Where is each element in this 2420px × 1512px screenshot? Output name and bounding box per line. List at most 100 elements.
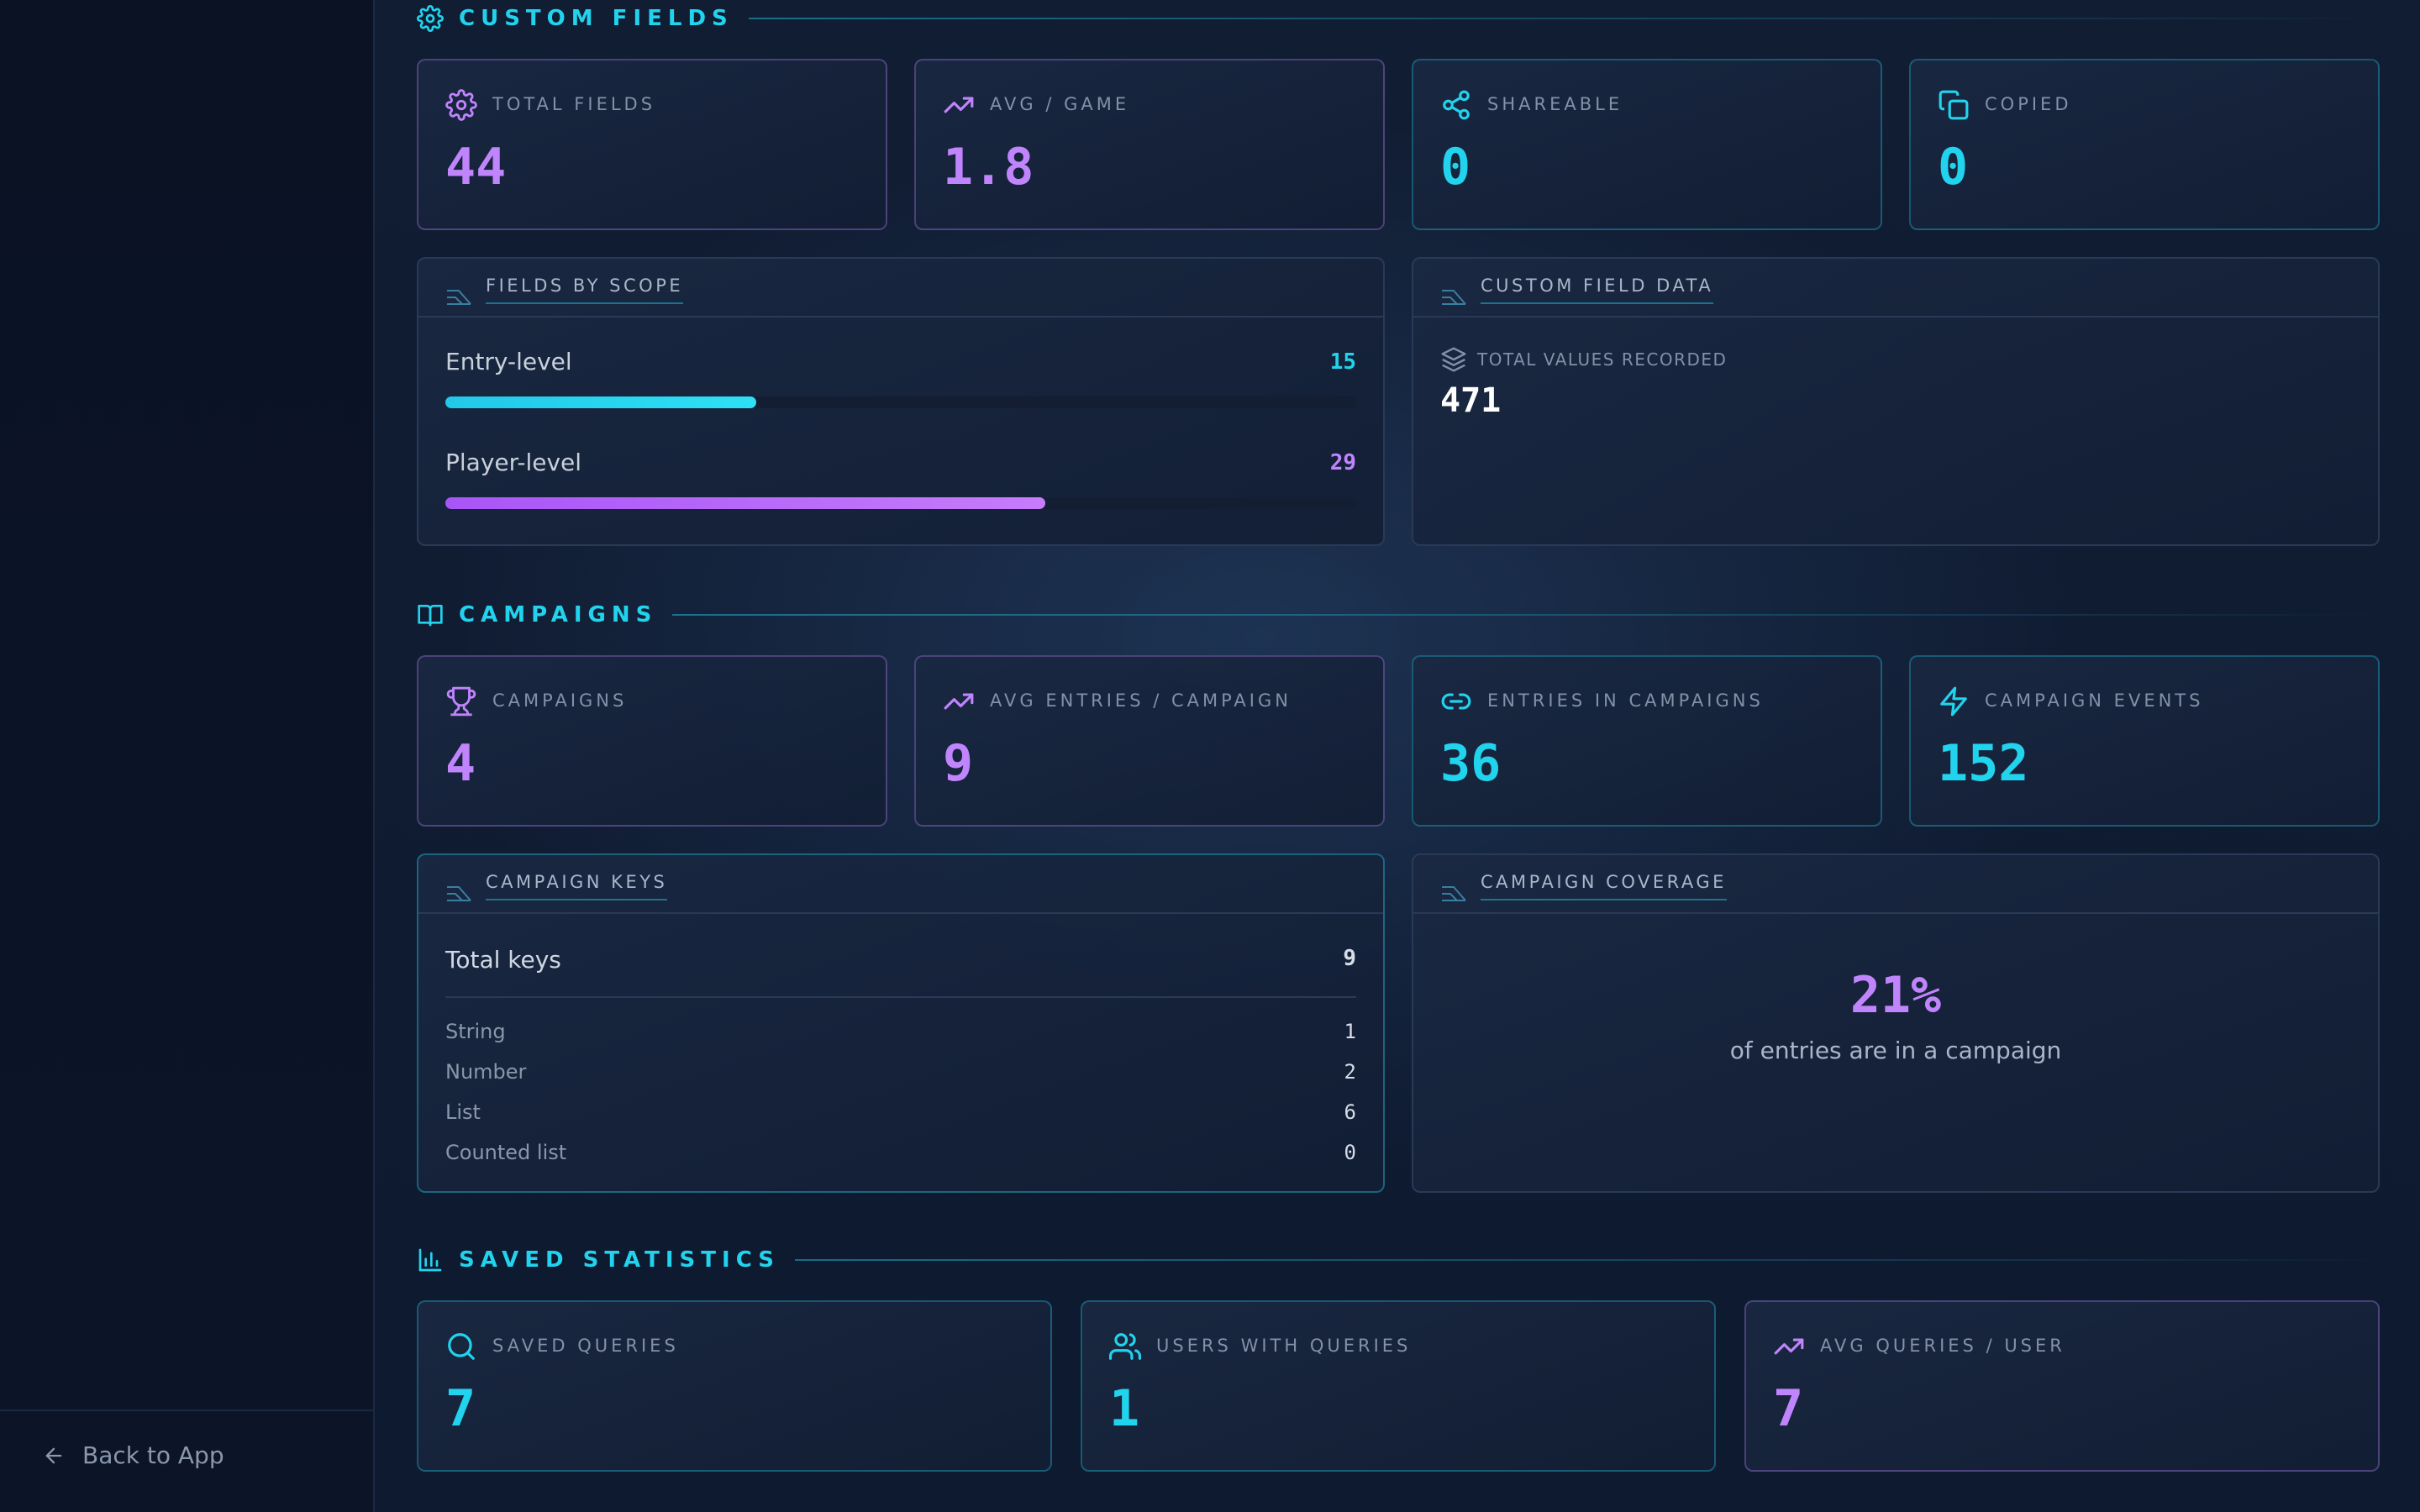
scope-count: 29	[1329, 450, 1356, 475]
key-type-label: Number	[445, 1060, 527, 1084]
campaign-events-card: CAMPAIGN EVENTS 152	[1909, 655, 2380, 827]
key-type-label: Counted list	[445, 1141, 567, 1164]
coverage-percent: 21%	[1849, 966, 1942, 1025]
stat-value: 4	[445, 734, 476, 793]
stat-value: 7	[1773, 1379, 1804, 1438]
custom-field-data-panel: CUSTOM FIELD DATA TOTAL VALUES RECORDED …	[1412, 257, 2380, 546]
bar-chart-icon	[418, 1248, 442, 1272]
section-divider	[672, 614, 2380, 616]
stat-value: 1.8	[943, 138, 1034, 197]
sidebar: Back to App	[0, 0, 375, 1512]
key-type-row: String 1	[445, 1020, 1356, 1048]
avg-per-game-card: AVG / GAME 1.8	[914, 59, 1385, 230]
stat-label: ENTRIES IN CAMPAIGNS	[1487, 690, 1764, 711]
copy-icon	[1939, 90, 1969, 120]
panel-header: CAMPAIGN KEYS	[418, 855, 1383, 914]
stat-label: SHAREABLE	[1487, 94, 1623, 114]
stat-value: 1	[1109, 1379, 1140, 1438]
total-fields-card: TOTAL FIELDS 44	[417, 59, 887, 230]
sidebar-footer: Back to App	[0, 1410, 375, 1512]
shareable-card: SHAREABLE 0	[1412, 59, 1882, 230]
key-type-count: 0	[1344, 1141, 1356, 1164]
trending-up-icon	[1774, 1338, 1804, 1355]
streak-icon	[1442, 290, 1466, 305]
trophy-icon	[446, 686, 476, 717]
link-icon	[1441, 693, 1471, 710]
panel-title: CAMPAIGN COVERAGE	[1481, 872, 1727, 900]
scope-count: 15	[1329, 349, 1356, 375]
avg-queries-card: AVG QUERIES / USER 7	[1744, 1300, 2380, 1472]
stat-value: 44	[445, 138, 507, 197]
back-to-app-link[interactable]: Back to App	[42, 1441, 224, 1469]
stat-value: 152	[1938, 734, 2029, 793]
gear-icon	[417, 5, 444, 32]
arrow-left-icon	[45, 1447, 62, 1463]
campaigns-section-header: CAMPAIGNS	[417, 601, 2380, 628]
total-keys-row: Total keys 9	[445, 946, 1356, 979]
stat-value: 0	[1938, 138, 1969, 197]
scope-label: Player-level	[445, 449, 582, 476]
key-type-count: 2	[1344, 1060, 1356, 1084]
campaigns-count-card: CAMPAIGNS 4	[417, 655, 887, 827]
metric-label: TOTAL VALUES RECORDED	[1477, 349, 1728, 370]
streak-icon	[1442, 886, 1466, 901]
progress-fill	[445, 396, 756, 408]
progress-track	[445, 497, 1356, 509]
scope-row-player: Player-level 29	[445, 449, 1356, 516]
custom-fields-section-header: CUSTOM FIELDS	[417, 5, 2380, 32]
trending-up-icon	[944, 693, 974, 710]
saved-statistics-title: SAVED STATISTICS	[459, 1247, 780, 1273]
campaign-keys-panel: CAMPAIGN KEYS Total keys 9 String 1 Numb…	[417, 853, 1385, 1193]
entries-in-campaigns-card: ENTRIES IN CAMPAIGNS 36	[1412, 655, 1882, 827]
stat-label: AVG / GAME	[990, 94, 1130, 114]
stat-label: AVG ENTRIES / CAMPAIGN	[990, 690, 1292, 711]
key-type-count: 6	[1344, 1100, 1356, 1124]
share-icon	[1443, 90, 1470, 120]
divider	[445, 996, 1356, 998]
layers-icon	[1441, 347, 1466, 372]
trending-up-icon	[944, 97, 974, 113]
stat-value: 9	[943, 734, 974, 793]
stat-value: 36	[1440, 734, 1502, 793]
stat-value: 0	[1440, 138, 1471, 197]
scope-row-entry: Entry-level 15	[445, 348, 1356, 415]
streak-icon	[447, 886, 471, 901]
stat-label: SAVED QUERIES	[492, 1336, 679, 1356]
panel-header: FIELDS BY SCOPE	[418, 259, 1383, 318]
copied-card: COPIED 0	[1909, 59, 2380, 230]
stat-label: AVG QUERIES / USER	[1820, 1336, 2065, 1356]
stat-label: TOTAL FIELDS	[492, 94, 656, 114]
stat-label: CAMPAIGNS	[492, 690, 628, 711]
campaigns-title: CAMPAIGNS	[459, 602, 658, 627]
users-with-queries-card: USERS WITH QUERIES 1	[1081, 1300, 1716, 1472]
streak-icon	[447, 290, 471, 305]
panel-title: CAMPAIGN KEYS	[486, 872, 668, 900]
key-type-count: 1	[1344, 1020, 1356, 1043]
fields-by-scope-panel: FIELDS BY SCOPE Entry-level 15 Player-le…	[417, 257, 1385, 546]
section-divider	[748, 18, 2380, 19]
saved-statistics-section-header: SAVED STATISTICS	[417, 1247, 2380, 1273]
custom-fields-title: CUSTOM FIELDS	[459, 6, 734, 31]
section-divider	[794, 1259, 2380, 1261]
book-icon	[418, 605, 443, 627]
back-to-app-label: Back to App	[82, 1441, 224, 1469]
saved-queries-card: SAVED QUERIES 7	[417, 1300, 1052, 1472]
panel-title: CUSTOM FIELD DATA	[1481, 276, 1714, 304]
key-type-label: String	[445, 1020, 506, 1043]
scope-label: Entry-level	[445, 348, 572, 375]
stat-label: USERS WITH QUERIES	[1156, 1336, 1412, 1356]
key-type-row: List 6	[445, 1100, 1356, 1129]
progress-track	[445, 396, 1356, 408]
stat-value: 7	[445, 1379, 476, 1438]
metric-value: 471	[1440, 381, 1502, 420]
panel-header: CAMPAIGN COVERAGE	[1413, 855, 2378, 914]
key-type-label: List	[445, 1100, 481, 1124]
stat-label: COPIED	[1985, 94, 2072, 114]
key-type-row: Counted list 0	[445, 1141, 1356, 1169]
lightning-icon	[1940, 686, 1967, 717]
avg-entries-card: AVG ENTRIES / CAMPAIGN 9	[914, 655, 1385, 827]
key-type-row: Number 2	[445, 1060, 1356, 1089]
total-keys-label: Total keys	[445, 946, 561, 974]
coverage-caption: of entries are in a campaign	[1729, 1037, 2062, 1064]
